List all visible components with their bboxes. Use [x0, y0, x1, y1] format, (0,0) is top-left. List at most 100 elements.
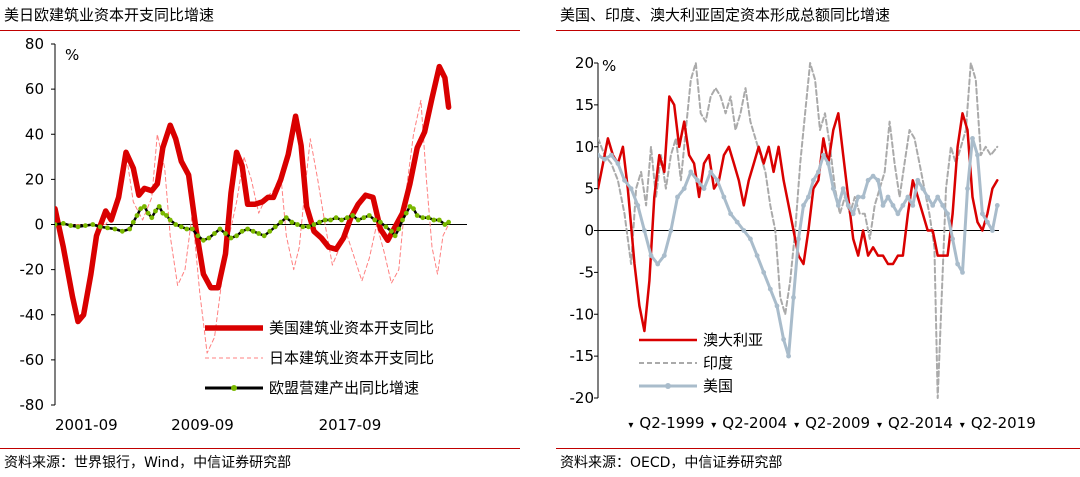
right-series-us-point	[975, 152, 980, 158]
left-series-eu-point	[239, 228, 245, 234]
left-series-eu-point	[372, 217, 378, 223]
right-series-us-point	[925, 194, 931, 200]
right-series-us-point	[875, 177, 881, 183]
left-series-eu-point	[317, 219, 322, 225]
left-x-tick-label: 2017-09	[319, 416, 382, 434]
left-series-eu-point	[234, 233, 240, 239]
right-legend-label-au: 澳大利亚	[703, 331, 763, 349]
right-series-us-point	[655, 261, 661, 267]
left-series-eu-point	[178, 224, 184, 230]
left-series-eu-point	[206, 235, 212, 241]
right-series-us-point	[900, 203, 906, 208]
left-series-eu-point	[112, 226, 118, 232]
left-series-eu-point	[322, 217, 328, 223]
right-y-tick-label: -15	[570, 347, 595, 365]
left-series-eu-point	[83, 223, 88, 229]
left-series-jp-line	[55, 99, 450, 354]
right-series-us-point	[845, 203, 851, 208]
right-series-us-point	[825, 161, 831, 166]
right-series-us-point	[895, 211, 901, 217]
left-series-eu-point	[344, 215, 350, 221]
right-series-us-point	[850, 211, 856, 217]
left-series-eu-point	[68, 223, 74, 229]
right-series-us-point	[855, 194, 861, 200]
left-series-eu-point	[153, 208, 158, 214]
right-series-us-point	[781, 337, 786, 342]
right-series-us-point	[885, 194, 891, 200]
left-title-rule	[0, 30, 520, 31]
right-series-us-point	[708, 169, 714, 175]
right-series-us-point	[622, 177, 627, 183]
right-series-us-point	[816, 169, 821, 175]
left-legend-label-us: 美国建筑业资本开支同比	[269, 319, 434, 337]
right-series-us-point	[860, 194, 866, 200]
right-series-us-point	[915, 177, 921, 183]
right-line-chart: 20 15 10 5 0 -5 -10 -15 -20% ▾ Q2-1999 ▾ Q2-2004 ▾ Q2-…	[570, 54, 1036, 432]
left-series-eu-point	[396, 226, 402, 232]
right-legend-marker-us	[665, 383, 671, 389]
left-series-eu-point	[250, 228, 256, 234]
right-series-us-point	[681, 186, 687, 192]
right-x-tick-label: Q2-2019	[971, 414, 1036, 432]
right-source-rule	[556, 448, 1080, 449]
left-series-eu-point	[189, 226, 195, 232]
left-series-eu-point	[90, 222, 96, 227]
right-series-us-point	[721, 194, 727, 200]
left-series-eu-point	[436, 217, 442, 223]
right-series-au-line	[598, 95, 999, 333]
left-y-tick-label: 40	[25, 125, 44, 143]
right-series-us-point	[870, 173, 876, 179]
right-x-tick-marker: ▾	[960, 420, 965, 431]
left-series-eu-point	[167, 217, 173, 223]
left-series-eu-point	[425, 215, 431, 221]
right-y-tick-label: 10	[575, 138, 594, 156]
left-series-eu-point	[339, 217, 344, 223]
left-series-eu-point	[378, 219, 383, 225]
left-chart-title: 美日欧建筑业资本开支同比增速	[4, 6, 215, 24]
left-line-chart: 80 60 40 20 0 -20 -40 -60 -80% 2001-09 2009-09 2017…	[20, 35, 467, 434]
right-source-note: 资料来源：OECD，中信证券研究部	[560, 455, 783, 471]
left-y-tick-label: 0	[34, 216, 44, 234]
right-series-us-point	[930, 203, 936, 208]
left-series-eu-point	[283, 215, 289, 221]
right-x-tick-marker: ▾	[794, 420, 799, 431]
right-title-rule	[556, 30, 1080, 31]
right-series-us-point	[598, 152, 601, 158]
right-series-us-point	[806, 194, 811, 200]
right-y-tick-label: -10	[570, 305, 595, 323]
left-series-eu-point	[414, 213, 420, 218]
left-series-eu-point	[446, 219, 451, 225]
right-series-us-point	[865, 177, 871, 183]
left-legend-label-eu: 欧盟营建产出同比增速	[269, 379, 419, 397]
left-source-note: 资料来源：世界银行，Wind，中信证券研究部	[4, 455, 292, 471]
right-series-us-point	[642, 228, 647, 233]
left-y-tick-label: 80	[25, 35, 44, 53]
left-y-tick-label: -40	[20, 306, 45, 324]
left-series-eu-point	[223, 231, 228, 236]
left-series-eu-point	[400, 217, 405, 223]
left-series-eu-point	[217, 226, 223, 232]
right-y-tick-label: -20	[570, 389, 595, 407]
right-series-us-point	[890, 203, 896, 208]
left-series-eu-point	[431, 217, 437, 223]
left-unit-label: %	[65, 46, 79, 64]
left-series-eu-point	[389, 228, 394, 234]
right-y-tick-label: 5	[584, 180, 594, 198]
right-y-tick-label: 15	[575, 96, 594, 114]
left-series-eu-point	[138, 206, 144, 212]
left-series-eu-point	[130, 219, 136, 225]
right-series-us-point	[628, 186, 634, 192]
right-series-us-point	[880, 203, 886, 208]
right-series-us-point	[714, 177, 720, 183]
right-y-tick-label: 0	[584, 222, 594, 240]
right-series-us-point	[910, 203, 916, 208]
left-y-tick-label: 20	[25, 170, 44, 188]
right-legend-label-in: 印度	[703, 354, 733, 372]
right-plot-area	[598, 62, 1000, 399]
right-series-us-point	[728, 211, 733, 217]
right-series-us-point	[965, 186, 970, 192]
right-series-us-point	[648, 253, 654, 258]
left-series-eu-point	[355, 217, 361, 223]
left-series-eu-point	[272, 224, 278, 230]
